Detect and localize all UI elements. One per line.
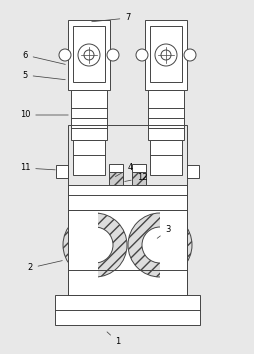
Circle shape bbox=[154, 44, 176, 66]
Bar bbox=[132, 170, 146, 185]
Bar bbox=[68, 125, 186, 210]
Circle shape bbox=[135, 49, 147, 61]
Bar bbox=[68, 20, 109, 90]
Bar bbox=[108, 170, 122, 185]
Circle shape bbox=[63, 213, 126, 277]
Bar bbox=[55, 295, 199, 325]
Circle shape bbox=[107, 49, 119, 61]
Circle shape bbox=[141, 227, 177, 263]
Text: 3: 3 bbox=[156, 225, 170, 238]
Bar bbox=[73, 26, 105, 82]
Bar bbox=[108, 164, 122, 172]
Text: 12: 12 bbox=[124, 173, 147, 183]
Bar bbox=[149, 26, 181, 82]
Bar bbox=[132, 164, 146, 172]
Text: 6: 6 bbox=[22, 51, 65, 64]
Text: 10: 10 bbox=[20, 110, 68, 120]
Circle shape bbox=[128, 213, 191, 277]
Bar bbox=[68, 210, 98, 295]
Bar bbox=[145, 20, 186, 90]
Circle shape bbox=[160, 50, 170, 60]
Bar bbox=[73, 140, 105, 175]
Text: 7: 7 bbox=[91, 13, 130, 23]
Bar bbox=[56, 165, 68, 178]
Circle shape bbox=[84, 50, 94, 60]
Bar bbox=[68, 210, 186, 295]
Bar bbox=[71, 90, 107, 140]
Circle shape bbox=[78, 44, 100, 66]
Circle shape bbox=[59, 49, 71, 61]
Bar bbox=[159, 210, 186, 295]
Bar bbox=[68, 210, 186, 295]
Circle shape bbox=[77, 227, 113, 263]
Bar bbox=[68, 210, 186, 295]
Bar bbox=[68, 185, 186, 210]
Bar bbox=[186, 165, 198, 178]
Bar bbox=[147, 90, 183, 140]
Text: 2: 2 bbox=[27, 261, 62, 273]
Text: 1: 1 bbox=[107, 332, 120, 347]
Text: 4: 4 bbox=[115, 164, 132, 177]
Circle shape bbox=[183, 49, 195, 61]
Text: 11: 11 bbox=[20, 164, 55, 172]
Bar bbox=[149, 140, 181, 175]
Text: 5: 5 bbox=[22, 70, 65, 80]
